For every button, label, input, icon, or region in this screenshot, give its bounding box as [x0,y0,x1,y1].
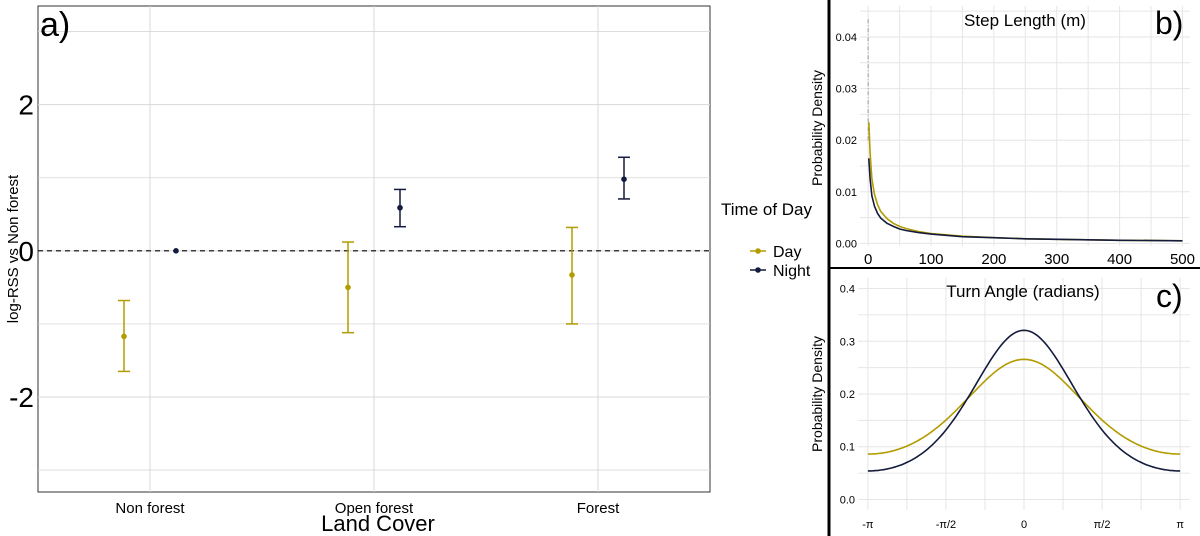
panel-a-x-axis-label: Land Cover [321,511,435,536]
panel-b-x-tick-label: 100 [919,251,944,268]
panel-c-label: c) [1156,278,1183,314]
panel-a-x-tick-label: Open forest [335,500,414,517]
panel-a-land-cover-chart: Non forest Open forest Forest -2 0 2 a) Land … [5,5,711,536]
panel-c-x-tick-label: -π [862,519,874,531]
panel-b-title: Step Length (m) [964,11,1086,30]
panel-b-y-tick-label: 0.00 [836,238,857,250]
panel-b-y-axis-label: Probability Density [809,70,825,186]
panel-b-line-night [868,158,1183,242]
panel-a-estimate-dot [621,176,627,183]
legend-swatch-dot [755,267,761,273]
legend-item-day: Day [750,244,801,261]
legend-title: Time of Day [721,200,813,219]
panel-a-point-day [118,299,130,373]
panel-c-turn-angle-chart: -π -π/2 0 π/2 π 0.0 0.1 0.2 0.3 0.4 Turn Angle (r… [809,278,1190,531]
panel-c-y-axis-label: Probability Density [809,336,825,452]
panel-a-estimate-dot [397,204,403,211]
panel-b-y-tick-label: 0.04 [836,32,857,44]
panel-c-y-tick-label: 0.2 [840,389,855,401]
legend: Time of Day Day Night [721,200,813,280]
panel-b-y-tick-label: 0.01 [836,187,857,199]
panel-a-y-tick-label: 0 [18,236,34,267]
panel-a-estimate-dot [569,272,575,278]
panel-a-y-tick-label: 2 [18,90,34,121]
panel-a-x-tick-label: Forest [577,500,620,517]
panel-b-x-tick-label: 500 [1170,251,1195,268]
panel-b-label: b) [1155,5,1183,41]
panel-a-point-night [173,248,179,254]
panel-a-estimate-dot [345,284,351,291]
panel-a-estimate-dot [121,333,127,340]
panel-c-title: Turn Angle (radians) [946,282,1099,301]
panel-b-y-tick-label: 0.02 [836,135,857,147]
panel-a-point-day [342,241,354,334]
panel-a-point-night [618,156,630,200]
legend-label: Night [773,263,811,280]
panel-c-x-tick-label: π [1176,519,1184,531]
panel-b-x-tick-label: 400 [1107,251,1132,268]
panel-a-y-axis-label: log-RSS vs Non forest [5,174,22,323]
panel-a-label: a) [40,6,70,44]
panel-a-y-tick-label: -2 [9,382,34,413]
panel-c-x-tick-label: -π/2 [936,519,956,531]
panel-c-y-tick-label: 0.3 [840,336,855,348]
legend-item-night: Night [750,263,811,280]
panel-b-x-tick-label: 0 [864,251,872,268]
panel-b-x-tick-label: 300 [1044,251,1069,268]
panel-c-y-tick-label: 0.1 [840,442,855,454]
panel-c-y-tick-label: 0.4 [840,284,855,296]
panel-b-x-tick-label: 200 [981,251,1006,268]
panel-a-point-night [394,188,406,228]
panel-a-x-tick-label: Non forest [115,500,185,517]
panel-c-line-night [867,329,1181,472]
panel-b-step-length-chart: 0 100 200 300 400 500 0.00 0.01 0.02 0.03 0.04 Ste… [809,5,1195,268]
panel-c-line-day [867,358,1181,455]
panel-b-y-tick-label: 0.03 [836,84,857,96]
legend-swatch-dot [755,248,761,254]
panel-c-x-tick-label: π/2 [1094,519,1111,531]
panel-a-estimate-dot [173,248,179,254]
legend-label: Day [773,244,801,261]
panel-c-y-tick-label: 0.0 [840,494,855,506]
panel-c-x-tick-label: 0 [1021,519,1027,531]
panel-a-point-day [566,226,578,325]
